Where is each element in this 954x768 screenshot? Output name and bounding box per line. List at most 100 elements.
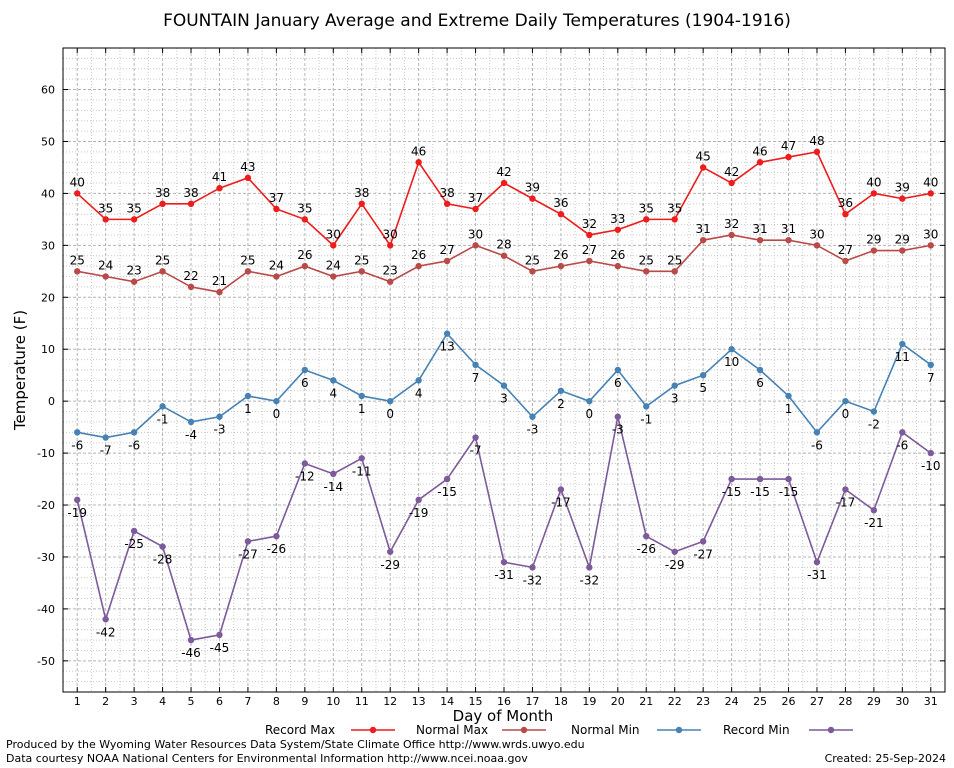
normal-min-data-label: -3 bbox=[213, 423, 225, 437]
record-max-data-label: 47 bbox=[781, 139, 796, 153]
record-min-point bbox=[386, 548, 394, 555]
normal-min-point bbox=[614, 366, 622, 374]
footer-created: Created: 25-Sep-2024 bbox=[824, 752, 946, 765]
record-max-point bbox=[330, 242, 337, 249]
normal-min-point bbox=[586, 397, 593, 405]
normal-min-point bbox=[643, 403, 650, 410]
normal-max-point bbox=[472, 242, 479, 249]
normal-min-data-label: 5 bbox=[699, 381, 707, 395]
normal-max-point bbox=[330, 273, 337, 280]
record-min-point bbox=[671, 548, 678, 555]
record-min-point bbox=[187, 636, 195, 644]
record-max-data-label: 35 bbox=[297, 201, 312, 215]
footer-data-courtesy: Data courtesy NOAA National Centers for … bbox=[6, 752, 528, 765]
record-min-point bbox=[330, 470, 337, 478]
normal-min-data-label: 1 bbox=[358, 402, 366, 416]
normal-min-data-label: 0 bbox=[386, 407, 394, 421]
normal-max-point bbox=[870, 247, 878, 254]
normal-max-data-label: 32 bbox=[724, 217, 739, 231]
record-min-data-label: -46 bbox=[181, 646, 201, 660]
normal-max-data-label: 24 bbox=[98, 259, 113, 273]
normal-max-point bbox=[244, 268, 252, 275]
record-min-data-label: -14 bbox=[323, 480, 343, 494]
record-min-point bbox=[216, 631, 223, 639]
record-max-point bbox=[927, 190, 934, 197]
record-max-point bbox=[870, 190, 878, 197]
record-max-point bbox=[386, 242, 394, 249]
normal-min-point bbox=[358, 392, 365, 400]
record-min-point bbox=[301, 460, 309, 467]
normal-min-data-label: 0 bbox=[273, 407, 281, 421]
y-tick-label: 10 bbox=[41, 343, 55, 356]
legend-marker-normal-max bbox=[520, 726, 528, 734]
record-min-data-label: -32 bbox=[580, 573, 600, 587]
record-min-point bbox=[358, 455, 365, 462]
record-max-point bbox=[159, 200, 166, 208]
normal-min-point bbox=[187, 418, 195, 426]
record-max-data-label: 38 bbox=[155, 186, 170, 200]
record-min-point bbox=[273, 532, 280, 540]
record-max-data-label: 40 bbox=[70, 175, 85, 189]
record-min-data-label: -32 bbox=[523, 573, 543, 587]
record-max-point bbox=[529, 195, 536, 202]
x-tick-label: 6 bbox=[216, 695, 223, 708]
normal-max-point bbox=[728, 231, 735, 239]
normal-max-series: 25 24 23 25 22 21 25 24 26 24 25 23 26 27 30 28 25 26 27 26… bbox=[70, 217, 938, 296]
record-min-data-label: -19 bbox=[67, 506, 87, 520]
x-tick-label: 7 bbox=[244, 695, 251, 708]
normal-max-data-label: 23 bbox=[383, 264, 398, 278]
normal-max-data-label: 25 bbox=[525, 253, 540, 267]
normal-min-data-label: -7 bbox=[100, 444, 112, 458]
record-min-point bbox=[159, 543, 166, 550]
x-tick-label: 31 bbox=[924, 695, 938, 708]
normal-max-data-label: 26 bbox=[610, 248, 625, 262]
normal-max-data-label: 26 bbox=[411, 248, 426, 262]
record-min-data-label: -25 bbox=[124, 537, 144, 551]
normal-max-point bbox=[500, 252, 508, 259]
record-max-point bbox=[443, 200, 451, 208]
normal-max-point bbox=[74, 268, 81, 275]
x-tick-label: 3 bbox=[131, 695, 138, 708]
normal-min-data-label: 13 bbox=[439, 340, 454, 354]
y-axis-label: Temperature (F) bbox=[11, 310, 29, 431]
normal-min-point bbox=[386, 397, 394, 405]
normal-max-data-label: 31 bbox=[696, 222, 711, 236]
record-min-data-label: -31 bbox=[494, 568, 514, 582]
normal-max-data-label: 26 bbox=[297, 248, 312, 262]
normal-min-point bbox=[472, 361, 479, 369]
x-axis-ticks: 1 2 3 4 5 6 7 8 9 10 11 12 13 14 15 16 17 18 19 20 21 22 23 24 2… bbox=[74, 48, 938, 708]
normal-min-data-label: 10 bbox=[724, 355, 739, 369]
x-tick-label: 1 bbox=[74, 695, 81, 708]
record-max-point bbox=[756, 159, 764, 166]
record-max-point bbox=[643, 216, 650, 223]
footer-produced-by: Produced by the Wyoming Water Resources … bbox=[6, 738, 585, 751]
x-tick-label: 20 bbox=[611, 695, 625, 708]
record-max-point bbox=[358, 200, 365, 208]
normal-max-data-label: 25 bbox=[639, 253, 654, 267]
x-tick-label: 18 bbox=[554, 695, 568, 708]
normal-max-data-label: 25 bbox=[70, 253, 85, 267]
normal-max-data-label: 25 bbox=[155, 253, 170, 267]
legend-label-normal-max: Normal Max bbox=[416, 723, 488, 737]
normal-max-data-label: 27 bbox=[838, 243, 853, 257]
record-max-point bbox=[187, 200, 195, 208]
record-min-point bbox=[614, 413, 622, 420]
record-min-data-label: -42 bbox=[96, 625, 116, 639]
x-axis-label: Day of Month bbox=[453, 707, 554, 725]
normal-max-point bbox=[927, 242, 934, 249]
record-max-data-label: 39 bbox=[895, 181, 910, 195]
record-min-point bbox=[443, 475, 451, 483]
normal-max-point bbox=[643, 268, 650, 275]
record-min-point bbox=[927, 449, 934, 457]
normal-min-point bbox=[330, 377, 337, 384]
normal-min-data-label: -1 bbox=[157, 412, 169, 426]
record-max-data-label: 42 bbox=[496, 165, 511, 179]
y-tick-label: 40 bbox=[41, 187, 55, 200]
normal-min-data-label: -6 bbox=[811, 438, 823, 452]
normal-min-data-label: 7 bbox=[927, 371, 935, 385]
normal-max-data-label: 26 bbox=[553, 248, 568, 262]
normal-min-point bbox=[671, 382, 678, 389]
record-min-data-label: -6 bbox=[896, 438, 908, 452]
